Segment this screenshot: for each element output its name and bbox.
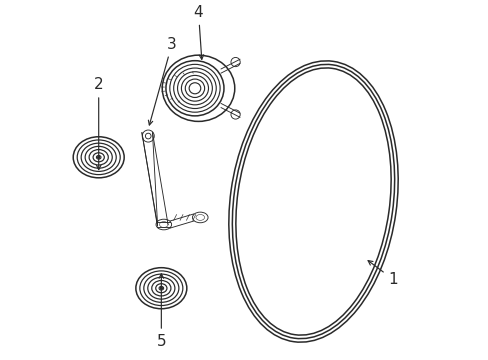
Text: 3: 3: [148, 37, 177, 125]
Text: 1: 1: [367, 261, 397, 287]
Text: 5: 5: [156, 274, 166, 349]
Text: 4: 4: [193, 5, 203, 59]
Circle shape: [160, 287, 162, 289]
Text: 2: 2: [94, 77, 103, 170]
Circle shape: [98, 156, 100, 158]
